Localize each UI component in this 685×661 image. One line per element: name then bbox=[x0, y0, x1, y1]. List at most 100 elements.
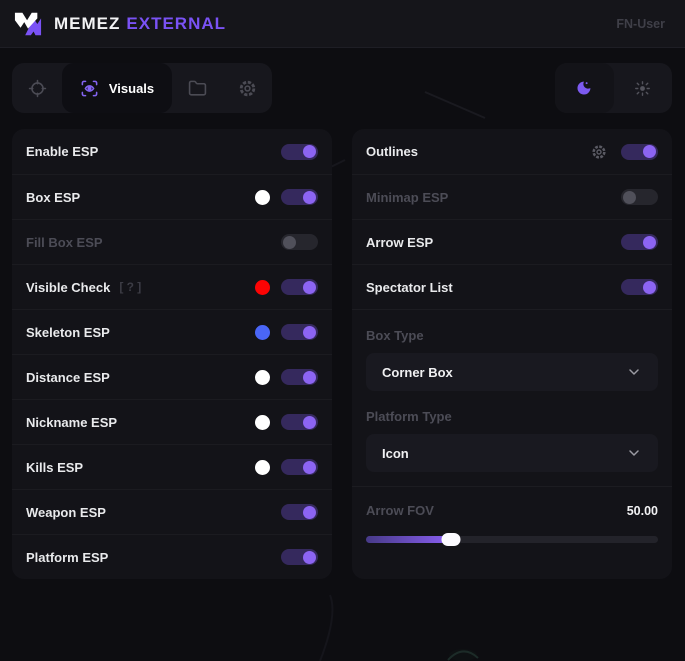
toggle-switch[interactable] bbox=[621, 189, 658, 205]
toggle-switch[interactable] bbox=[281, 143, 318, 160]
esp-row-label: Fill Box ESP bbox=[26, 234, 103, 250]
toggle-knob bbox=[623, 190, 636, 204]
esp-row-label: Distance ESP bbox=[26, 369, 110, 385]
esp-row-kills-esp: Kills ESP bbox=[12, 444, 332, 489]
toggle-knob bbox=[303, 145, 316, 158]
toggle-switch[interactable] bbox=[281, 234, 318, 250]
scan-eye-icon bbox=[81, 80, 98, 96]
brand-primary: MEMEZ bbox=[54, 13, 121, 33]
chevron-down-icon bbox=[626, 445, 642, 461]
toggle-knob bbox=[283, 235, 296, 249]
toggle-knob bbox=[303, 505, 316, 519]
esp-panel-left: Enable ESP Box ESP Fill Box ESP bbox=[12, 129, 332, 579]
arrow-fov-slider[interactable] bbox=[366, 532, 658, 546]
arrow-fov-header: Arrow FOV 50.00 bbox=[352, 487, 672, 518]
box-type-select[interactable]: Corner Box bbox=[366, 353, 658, 391]
tab-configs[interactable] bbox=[172, 63, 222, 113]
esp-row-label: Spectator List bbox=[366, 279, 453, 295]
esp-row-label: Skeleton ESP bbox=[26, 324, 110, 340]
slider-knob[interactable] bbox=[441, 533, 461, 546]
toggle-switch[interactable] bbox=[621, 279, 658, 295]
folder-icon bbox=[188, 80, 206, 96]
toggle-switch[interactable] bbox=[281, 459, 318, 475]
toggle-switch[interactable] bbox=[281, 279, 318, 295]
toggle-switch[interactable] bbox=[281, 324, 318, 340]
tab-aimbot[interactable] bbox=[12, 63, 62, 113]
toggle-knob bbox=[643, 235, 656, 249]
crosshair-icon bbox=[28, 79, 46, 97]
toggle-knob bbox=[303, 460, 316, 474]
toggle-knob bbox=[303, 190, 316, 204]
esp-row-outlines: Outlines bbox=[352, 129, 672, 174]
toggle-knob bbox=[303, 415, 316, 429]
esp-row-label: Outlines bbox=[366, 144, 419, 159]
divider bbox=[352, 486, 672, 487]
esp-row-platform-esp: Platform ESP bbox=[12, 534, 332, 579]
color-swatch[interactable] bbox=[255, 324, 270, 340]
app-logo-icon bbox=[14, 12, 42, 35]
esp-row-box-esp: Box ESP bbox=[12, 174, 332, 219]
tab-visuals[interactable]: Visuals bbox=[62, 63, 172, 113]
toggle-switch[interactable] bbox=[281, 414, 318, 430]
tab-bar: Visuals bbox=[12, 63, 272, 113]
tab-settings[interactable] bbox=[222, 63, 272, 113]
chevron-down-icon bbox=[626, 364, 642, 380]
esp-row-nickname-esp: Nickname ESP bbox=[12, 399, 332, 444]
toggle-switch[interactable] bbox=[621, 143, 658, 160]
arrow-fov-value: 50.00 bbox=[626, 503, 658, 518]
esp-row-arrow-esp: Arrow ESP bbox=[352, 219, 672, 264]
tab-row: Visuals bbox=[12, 63, 672, 113]
esp-row-label: Weapon ESP bbox=[26, 504, 106, 520]
brand-title: MEMEZ EXTERNAL bbox=[54, 14, 226, 34]
toggle-knob bbox=[643, 145, 656, 158]
esp-row-skeleton-esp: Skeleton ESP bbox=[12, 309, 332, 354]
platform-type-value: Icon bbox=[382, 445, 409, 461]
toggle-switch[interactable] bbox=[281, 369, 318, 385]
toggle-knob bbox=[643, 280, 656, 294]
esp-row-weapon-esp: Weapon ESP bbox=[12, 489, 332, 534]
color-swatch[interactable] bbox=[255, 414, 270, 430]
esp-row-label: Enable ESP bbox=[26, 144, 99, 159]
esp-row-spectator-list: Spectator List bbox=[352, 264, 672, 309]
esp-row-label: Box ESP bbox=[26, 189, 81, 205]
brand-secondary: EXTERNAL bbox=[126, 13, 227, 33]
esp-row-hint: [ ? ] bbox=[119, 280, 142, 294]
esp-row-fill-box-esp: Fill Box ESP bbox=[12, 219, 332, 264]
toggle-switch[interactable] bbox=[281, 549, 318, 565]
color-swatch[interactable] bbox=[255, 279, 270, 295]
toggle-knob bbox=[303, 550, 316, 564]
color-swatch[interactable] bbox=[255, 459, 270, 475]
slider-fill bbox=[366, 536, 451, 543]
platform-type-select[interactable]: Icon bbox=[366, 434, 658, 472]
slider-track[interactable] bbox=[366, 536, 658, 543]
toggle-knob bbox=[303, 370, 316, 384]
esp-row-enable-esp: Enable ESP bbox=[12, 129, 332, 174]
tab-visuals-label: Visuals bbox=[108, 80, 155, 96]
toggle-knob bbox=[303, 325, 316, 339]
toggle-switch[interactable] bbox=[281, 504, 318, 520]
esp-row-label: Kills ESP bbox=[26, 459, 84, 475]
app-header: MEMEZ EXTERNAL FN-User bbox=[0, 0, 685, 48]
moon-icon bbox=[577, 81, 591, 95]
color-swatch[interactable] bbox=[255, 189, 270, 205]
esp-row-label: Visible Check bbox=[26, 279, 111, 295]
esp-row-label: Nickname ESP bbox=[26, 414, 118, 430]
esp-row-minimap-esp: Minimap ESP bbox=[352, 174, 672, 219]
box-type-value: Corner Box bbox=[382, 364, 453, 380]
theme-light-button[interactable] bbox=[614, 63, 673, 113]
user-label: FN-User bbox=[616, 16, 665, 31]
esp-row-label: Platform ESP bbox=[26, 549, 109, 565]
esp-row-visible-check: Visible Check [ ? ] bbox=[12, 264, 332, 309]
row-settings-gear-icon[interactable] bbox=[591, 144, 607, 160]
theme-dark-button[interactable] bbox=[555, 63, 614, 113]
arrow-fov-label: Arrow FOV bbox=[366, 503, 434, 518]
esp-row-label: Minimap ESP bbox=[366, 189, 449, 205]
esp-panel-right: Outlines Minimap ESP Arrow ESP bbox=[352, 129, 672, 579]
toggle-knob bbox=[303, 280, 316, 294]
color-swatch[interactable] bbox=[255, 369, 270, 385]
esp-row-distance-esp: Distance ESP bbox=[12, 354, 332, 399]
platform-type-label: Platform Type bbox=[366, 409, 452, 424]
toggle-switch[interactable] bbox=[281, 189, 318, 205]
toggle-switch[interactable] bbox=[621, 234, 658, 250]
settings-panels: Enable ESP Box ESP Fill Box ESP bbox=[0, 129, 685, 579]
